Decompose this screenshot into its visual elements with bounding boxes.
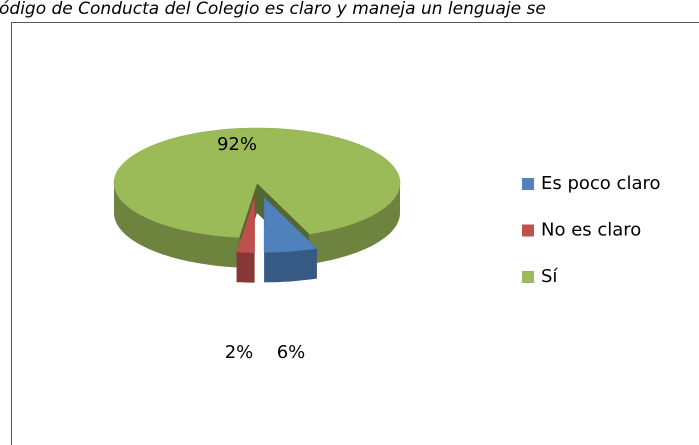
slice-side <box>264 248 317 283</box>
legend-swatch <box>522 178 534 190</box>
legend-label: Es poco claro <box>541 173 661 194</box>
slice-side <box>114 183 240 268</box>
legend-swatch <box>522 271 534 283</box>
legend-swatch <box>522 224 534 237</box>
data-label: 2% <box>225 342 254 363</box>
chart-title: ódigo de Conducta del Colegio es claro y… <box>0 0 546 19</box>
slice <box>236 197 255 253</box>
legend-label: Sí <box>541 266 558 287</box>
slice-side <box>309 183 400 265</box>
slice <box>263 196 318 253</box>
data-label: 92% <box>217 134 257 155</box>
data-label: 6% <box>277 342 306 363</box>
slice <box>113 127 401 238</box>
slice-side <box>236 252 255 283</box>
legend-label: No es claro <box>541 220 641 241</box>
